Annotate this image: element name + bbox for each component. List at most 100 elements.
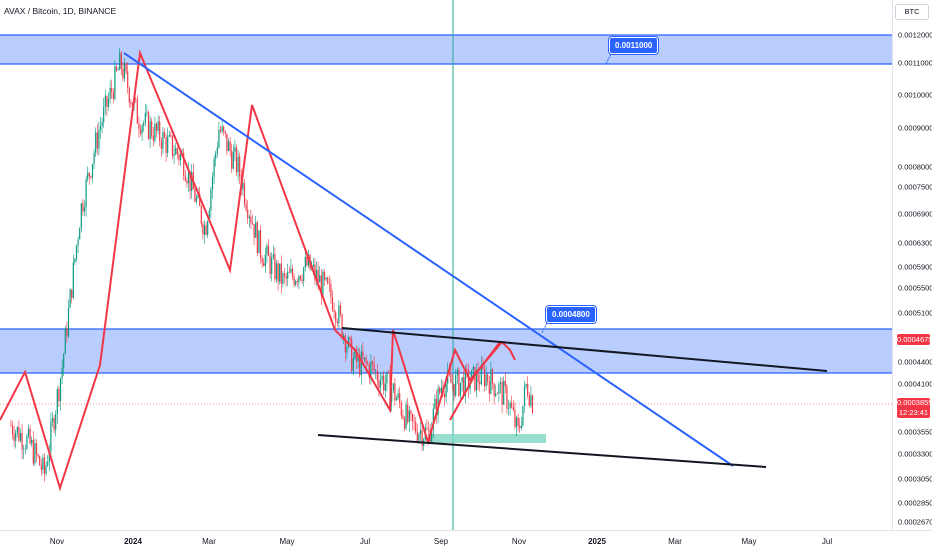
channel-lower-line[interactable] — [317, 434, 767, 468]
chart-canvas[interactable] — [0, 0, 892, 530]
resistance-zone-upper[interactable] — [0, 35, 892, 64]
candle-body — [75, 245, 78, 259]
candle-body — [178, 154, 180, 161]
upper-zone-price-callout[interactable]: 0.0011000 — [609, 37, 659, 54]
candle-body — [360, 351, 362, 376]
price-axis-label: 0.0006900 — [898, 209, 932, 219]
candle-body — [88, 172, 90, 177]
channel-upper-line[interactable] — [341, 327, 828, 372]
candle-body — [48, 451, 50, 463]
candle-body — [480, 364, 482, 385]
candle-body — [515, 417, 518, 427]
candle-body — [266, 245, 268, 255]
candle-body — [354, 349, 356, 359]
candle-body — [464, 368, 466, 397]
candle-body — [282, 273, 284, 285]
candle-body — [376, 370, 378, 381]
candle-body — [176, 148, 178, 155]
candle-body — [10, 425, 12, 426]
price-axis[interactable]: BTC — [892, 0, 932, 530]
descending-trendline[interactable] — [123, 52, 734, 467]
candle-body — [277, 263, 279, 282]
candle-body — [59, 378, 62, 402]
price-axis-label: 0.0008000 — [898, 162, 932, 172]
candle-body — [120, 52, 122, 69]
candle-body — [272, 254, 274, 258]
candle-body — [322, 271, 324, 296]
accumulation-box[interactable] — [428, 434, 546, 443]
resistance-zone-lower[interactable] — [0, 329, 892, 373]
candle-body — [416, 432, 418, 441]
candle-body — [512, 407, 514, 410]
candle-body — [336, 321, 338, 324]
candle-body — [314, 264, 316, 280]
candle-body — [107, 98, 110, 107]
candle-body — [443, 393, 446, 398]
candle-body — [271, 257, 273, 274]
candle-body — [301, 279, 303, 281]
price-axis-label: 0.0011000 — [898, 58, 932, 68]
currency-button[interactable]: BTC — [895, 4, 929, 20]
candle-body — [50, 421, 52, 452]
candle-body — [522, 405, 524, 426]
time-axis-label: May — [279, 537, 295, 546]
candle-body — [66, 328, 68, 337]
candle-body — [319, 275, 321, 283]
candle-body — [208, 210, 210, 222]
candle-body — [173, 154, 175, 156]
candle-body — [472, 366, 474, 370]
candle-body — [135, 98, 137, 100]
candle-body — [496, 393, 498, 395]
candle-body — [122, 68, 124, 79]
candle-body — [384, 383, 386, 391]
candle-body — [80, 203, 82, 229]
last-price-tag: 0.0003859 12:23:41 — [897, 398, 932, 418]
candle-body — [237, 156, 239, 173]
lower-zone-price-callout[interactable]: 0.0004800 — [546, 306, 596, 323]
price-axis-label: 0.0007500 — [898, 182, 932, 192]
candle-body — [63, 353, 65, 368]
candle-body — [378, 380, 380, 388]
candle-body — [471, 369, 473, 383]
candle-body — [493, 383, 495, 397]
candle-body — [144, 112, 146, 123]
candle-body — [403, 418, 406, 429]
candle-body — [104, 96, 106, 107]
candle-body — [11, 425, 14, 435]
candle-body — [365, 357, 367, 364]
candle-body — [53, 418, 55, 430]
candle-body — [306, 256, 308, 266]
candle-body — [488, 381, 490, 394]
candle-body — [269, 255, 271, 274]
candle-body — [160, 140, 162, 149]
candle-body — [519, 426, 521, 429]
candle-body — [163, 132, 166, 138]
candle-body — [477, 370, 479, 383]
candle-body — [299, 275, 302, 280]
candle-body — [15, 432, 17, 441]
candle-body — [451, 382, 454, 385]
candle-body — [405, 404, 407, 429]
chart-area[interactable]: AVAX / Bitcoin, 1D, BINANCE 0.0011000 0.… — [0, 0, 892, 530]
candle-body — [370, 361, 372, 378]
candle-body — [85, 179, 87, 208]
candle-body — [511, 402, 513, 408]
candle-body — [261, 257, 263, 264]
candle-body — [458, 369, 460, 396]
candle-body — [213, 158, 215, 177]
candle-body — [189, 171, 191, 192]
candle-body — [138, 123, 140, 130]
candle-body — [410, 410, 412, 414]
candle-body — [368, 364, 370, 378]
zigzag-pattern-line-2[interactable] — [449, 341, 501, 421]
candle-body — [528, 395, 530, 406]
candle-body — [482, 364, 484, 370]
candle-body — [455, 375, 457, 396]
candle-body — [514, 409, 516, 427]
candle-body — [349, 337, 351, 340]
zigzag-pattern-line[interactable] — [0, 49, 516, 492]
candle-body — [461, 377, 463, 383]
candle-body — [207, 221, 209, 235]
time-axis[interactable]: Nov 2024 Mar May Jul Sep Nov 2025 Mar May Jul — [0, 530, 932, 551]
candle-body — [55, 414, 57, 430]
